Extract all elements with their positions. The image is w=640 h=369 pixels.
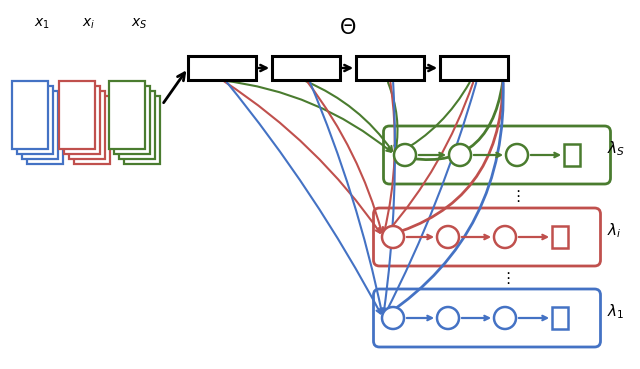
Bar (272, 56, 340, 80)
Text: $x_1$: $x_1$ (34, 17, 50, 31)
Circle shape (382, 226, 404, 248)
Circle shape (437, 307, 459, 329)
FancyBboxPatch shape (374, 208, 600, 266)
FancyBboxPatch shape (383, 126, 611, 184)
FancyBboxPatch shape (74, 96, 110, 164)
Bar (440, 56, 508, 80)
FancyBboxPatch shape (17, 86, 53, 154)
Text: $\vdots$: $\vdots$ (500, 269, 510, 286)
Text: $\lambda_1$: $\lambda_1$ (607, 303, 625, 321)
FancyBboxPatch shape (69, 91, 105, 159)
Bar (552, 226, 568, 248)
Bar (552, 307, 568, 329)
Text: $x_S$: $x_S$ (131, 17, 147, 31)
Text: $\Theta$: $\Theta$ (339, 18, 356, 38)
Circle shape (437, 226, 459, 248)
FancyBboxPatch shape (109, 81, 145, 149)
Bar (188, 56, 256, 80)
FancyBboxPatch shape (12, 81, 48, 149)
FancyBboxPatch shape (124, 96, 160, 164)
Circle shape (449, 144, 471, 166)
Text: $\cdots$: $\cdots$ (60, 128, 73, 141)
Circle shape (394, 144, 416, 166)
Text: $\cdots$: $\cdots$ (108, 128, 122, 141)
FancyBboxPatch shape (119, 91, 155, 159)
FancyBboxPatch shape (374, 289, 600, 347)
FancyBboxPatch shape (64, 86, 100, 154)
Text: $\vdots$: $\vdots$ (510, 188, 520, 204)
Circle shape (382, 307, 404, 329)
FancyBboxPatch shape (22, 91, 58, 159)
Text: $x_i$: $x_i$ (83, 17, 95, 31)
Circle shape (494, 307, 516, 329)
Bar (564, 144, 580, 166)
Text: $\lambda_i$: $\lambda_i$ (607, 222, 621, 240)
Bar (356, 56, 424, 80)
FancyBboxPatch shape (27, 96, 63, 164)
Circle shape (506, 144, 528, 166)
Text: $\lambda_S$: $\lambda_S$ (607, 139, 625, 158)
Circle shape (494, 226, 516, 248)
FancyBboxPatch shape (59, 81, 95, 149)
FancyBboxPatch shape (114, 86, 150, 154)
